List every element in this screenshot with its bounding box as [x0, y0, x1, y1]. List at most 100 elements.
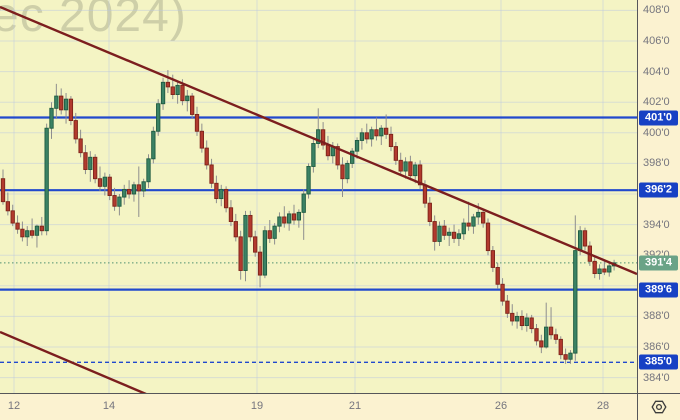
candle-body	[403, 161, 408, 172]
trend-line[interactable]	[0, 330, 147, 393]
candle-body	[34, 225, 40, 236]
candle-body	[379, 127, 384, 137]
candle-body	[180, 84, 185, 102]
last-price-badge[interactable]: 391'4	[639, 255, 678, 271]
candle-body	[325, 144, 331, 157]
price-level-badge[interactable]: 385'0	[639, 354, 678, 370]
candle-body	[359, 132, 365, 141]
candle-body	[544, 326, 549, 348]
date-tick-label: 28	[596, 400, 610, 412]
candle-body	[447, 231, 452, 236]
candle-body	[456, 233, 462, 239]
date-tick-label: 14	[102, 400, 116, 412]
candle-body	[422, 184, 428, 204]
candle-body	[568, 352, 573, 360]
candle-body	[175, 84, 180, 96]
candle-body	[248, 214, 253, 238]
candle-body	[189, 95, 195, 115]
candle-body	[573, 250, 578, 354]
candle-body	[602, 268, 607, 273]
price-tick-label: 398'0	[643, 157, 670, 170]
candle-body	[243, 214, 248, 271]
candle-body	[553, 334, 559, 340]
candle-body	[136, 184, 141, 192]
candle-body	[214, 182, 219, 200]
candle-body	[529, 317, 534, 330]
candle-body	[451, 231, 457, 239]
candle-body	[505, 300, 510, 314]
time-axis[interactable]: 12 14 19 21 26 28	[0, 393, 637, 420]
candle-body	[466, 222, 471, 227]
price-tick-label: 384'0	[643, 371, 670, 384]
candle-body	[20, 228, 25, 238]
candle-body	[384, 127, 389, 135]
candle-body	[534, 328, 539, 342]
candle-body	[228, 207, 234, 222]
candle-body	[514, 315, 520, 322]
candle-body	[29, 230, 35, 236]
candle-body	[374, 129, 379, 137]
candle-body	[59, 95, 64, 111]
candle-body	[160, 81, 166, 105]
candlestick-chart[interactable]	[0, 0, 637, 393]
candle-body	[223, 188, 229, 209]
candle-body	[219, 188, 224, 200]
price-scale-settings-icon[interactable]	[650, 399, 668, 415]
candle-body	[131, 184, 137, 195]
candle-body	[63, 98, 69, 111]
candle-body	[10, 210, 15, 224]
candle-body	[253, 236, 258, 253]
candle-body	[442, 225, 447, 236]
candle-body	[204, 147, 209, 166]
candle-body	[170, 86, 175, 96]
candle-body	[49, 107, 54, 129]
candle-body	[146, 158, 151, 183]
price-level-badge[interactable]: 401'0	[639, 110, 678, 125]
price-level-badge[interactable]: 396'2	[639, 182, 678, 198]
price-tick-label: 404'0	[643, 65, 670, 78]
candle-body	[277, 216, 282, 227]
candle-body	[364, 132, 369, 140]
candle-body	[83, 152, 88, 170]
candle-body	[0, 178, 6, 203]
price-axis[interactable]: 408'0406'0404'0402'0400'0398'0394'0392'0…	[637, 0, 680, 393]
candle-body	[25, 230, 30, 238]
price-level-badge[interactable]: 389'6	[639, 282, 678, 298]
candle-body	[233, 221, 238, 238]
candle-body	[141, 181, 146, 192]
price-tick-label: 386'0	[643, 341, 670, 353]
price-tick-label: 388'0	[643, 310, 670, 323]
candle-body	[350, 150, 355, 164]
candle-body	[476, 211, 481, 218]
candle-body	[558, 338, 563, 356]
trend-line[interactable]	[0, 5, 637, 276]
axis-settings-corner[interactable]	[637, 393, 680, 420]
candle-body	[432, 221, 437, 242]
candle-body	[112, 195, 117, 207]
candle-body	[209, 164, 214, 184]
price-tick-label: 408'0	[643, 4, 670, 17]
date-tick-label: 26	[494, 400, 508, 412]
candle-body	[490, 250, 495, 268]
candle-body	[592, 260, 597, 275]
candle-body	[238, 236, 243, 271]
date-tick-label: 12	[7, 400, 21, 412]
candle-body	[393, 146, 398, 161]
settings-dot	[655, 403, 663, 411]
chart-plot-area[interactable]: ec 2024)	[0, 0, 637, 393]
candle-body	[495, 266, 500, 285]
candle-body	[369, 129, 374, 140]
candle-body	[345, 162, 350, 180]
candle-body	[437, 225, 442, 242]
candle-body	[151, 130, 156, 160]
candle-body	[524, 317, 529, 327]
candle-body	[578, 230, 583, 252]
candle-body	[485, 222, 491, 252]
candle-body	[185, 95, 190, 102]
candle-body	[548, 326, 554, 336]
candle-body	[15, 222, 20, 230]
candle-body	[78, 138, 83, 154]
candle-body	[282, 216, 287, 224]
candle-body	[388, 133, 394, 148]
candle-body	[88, 156, 93, 170]
